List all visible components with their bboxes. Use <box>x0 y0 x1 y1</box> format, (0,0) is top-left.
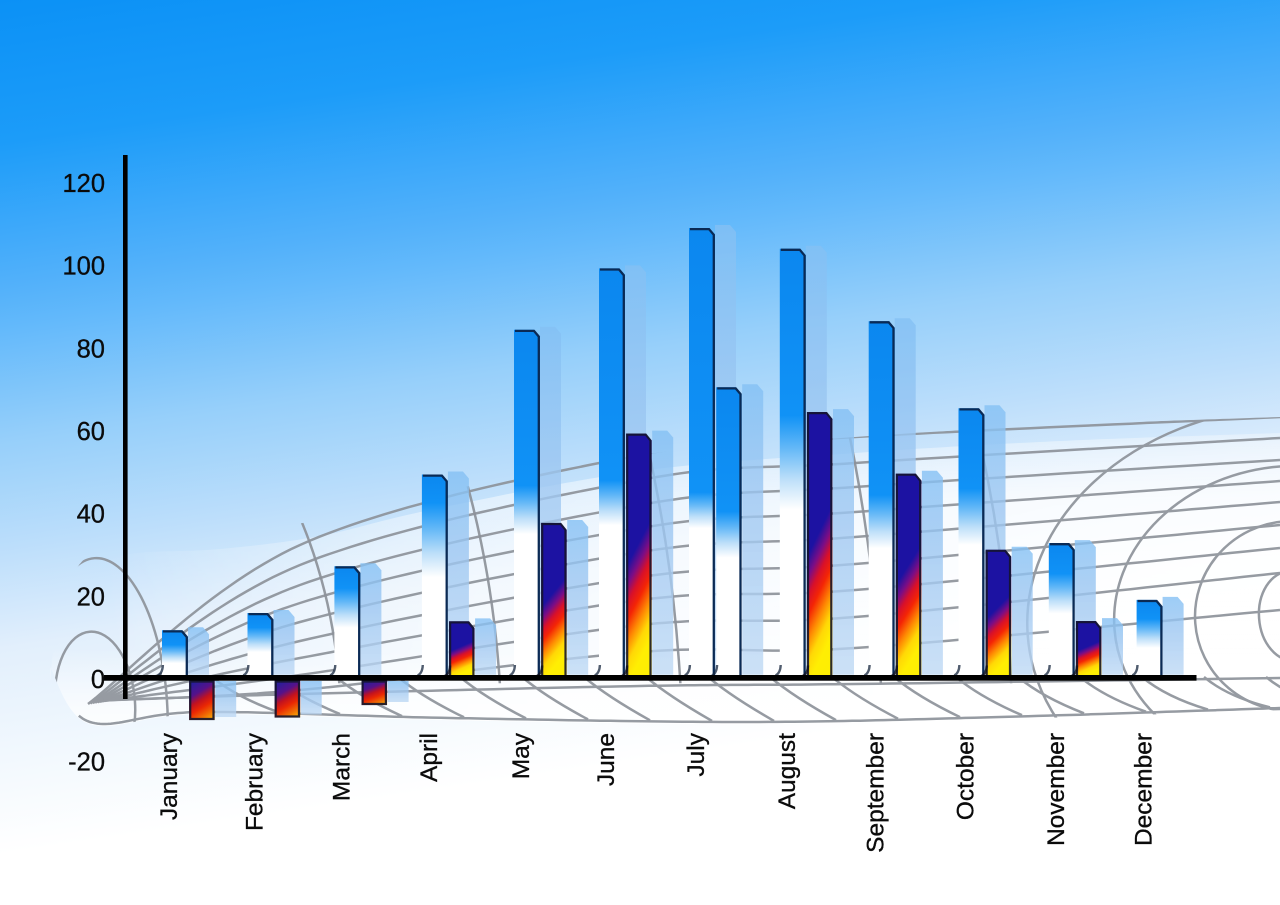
svg-text:December: December <box>1131 733 1158 846</box>
svg-text:October: October <box>953 733 980 820</box>
svg-text:40: 40 <box>77 501 105 529</box>
svg-text:May: May <box>508 732 535 779</box>
svg-text:April: April <box>416 733 443 782</box>
svg-text:20: 20 <box>77 583 105 611</box>
svg-text:July: July <box>683 732 710 776</box>
svg-text:March: March <box>328 733 355 801</box>
svg-text:June: June <box>593 733 620 786</box>
svg-text:0: 0 <box>91 666 105 694</box>
svg-text:60: 60 <box>77 418 105 446</box>
svg-text:August: August <box>774 733 801 809</box>
svg-text:November: November <box>1043 733 1070 846</box>
svg-text:80: 80 <box>77 335 105 363</box>
svg-text:January: January <box>156 732 183 820</box>
svg-text:February: February <box>242 732 269 831</box>
svg-text:-20: -20 <box>68 749 105 777</box>
svg-text:100: 100 <box>62 253 105 281</box>
svg-text:120: 120 <box>62 170 105 198</box>
svg-text:September: September <box>863 733 890 853</box>
